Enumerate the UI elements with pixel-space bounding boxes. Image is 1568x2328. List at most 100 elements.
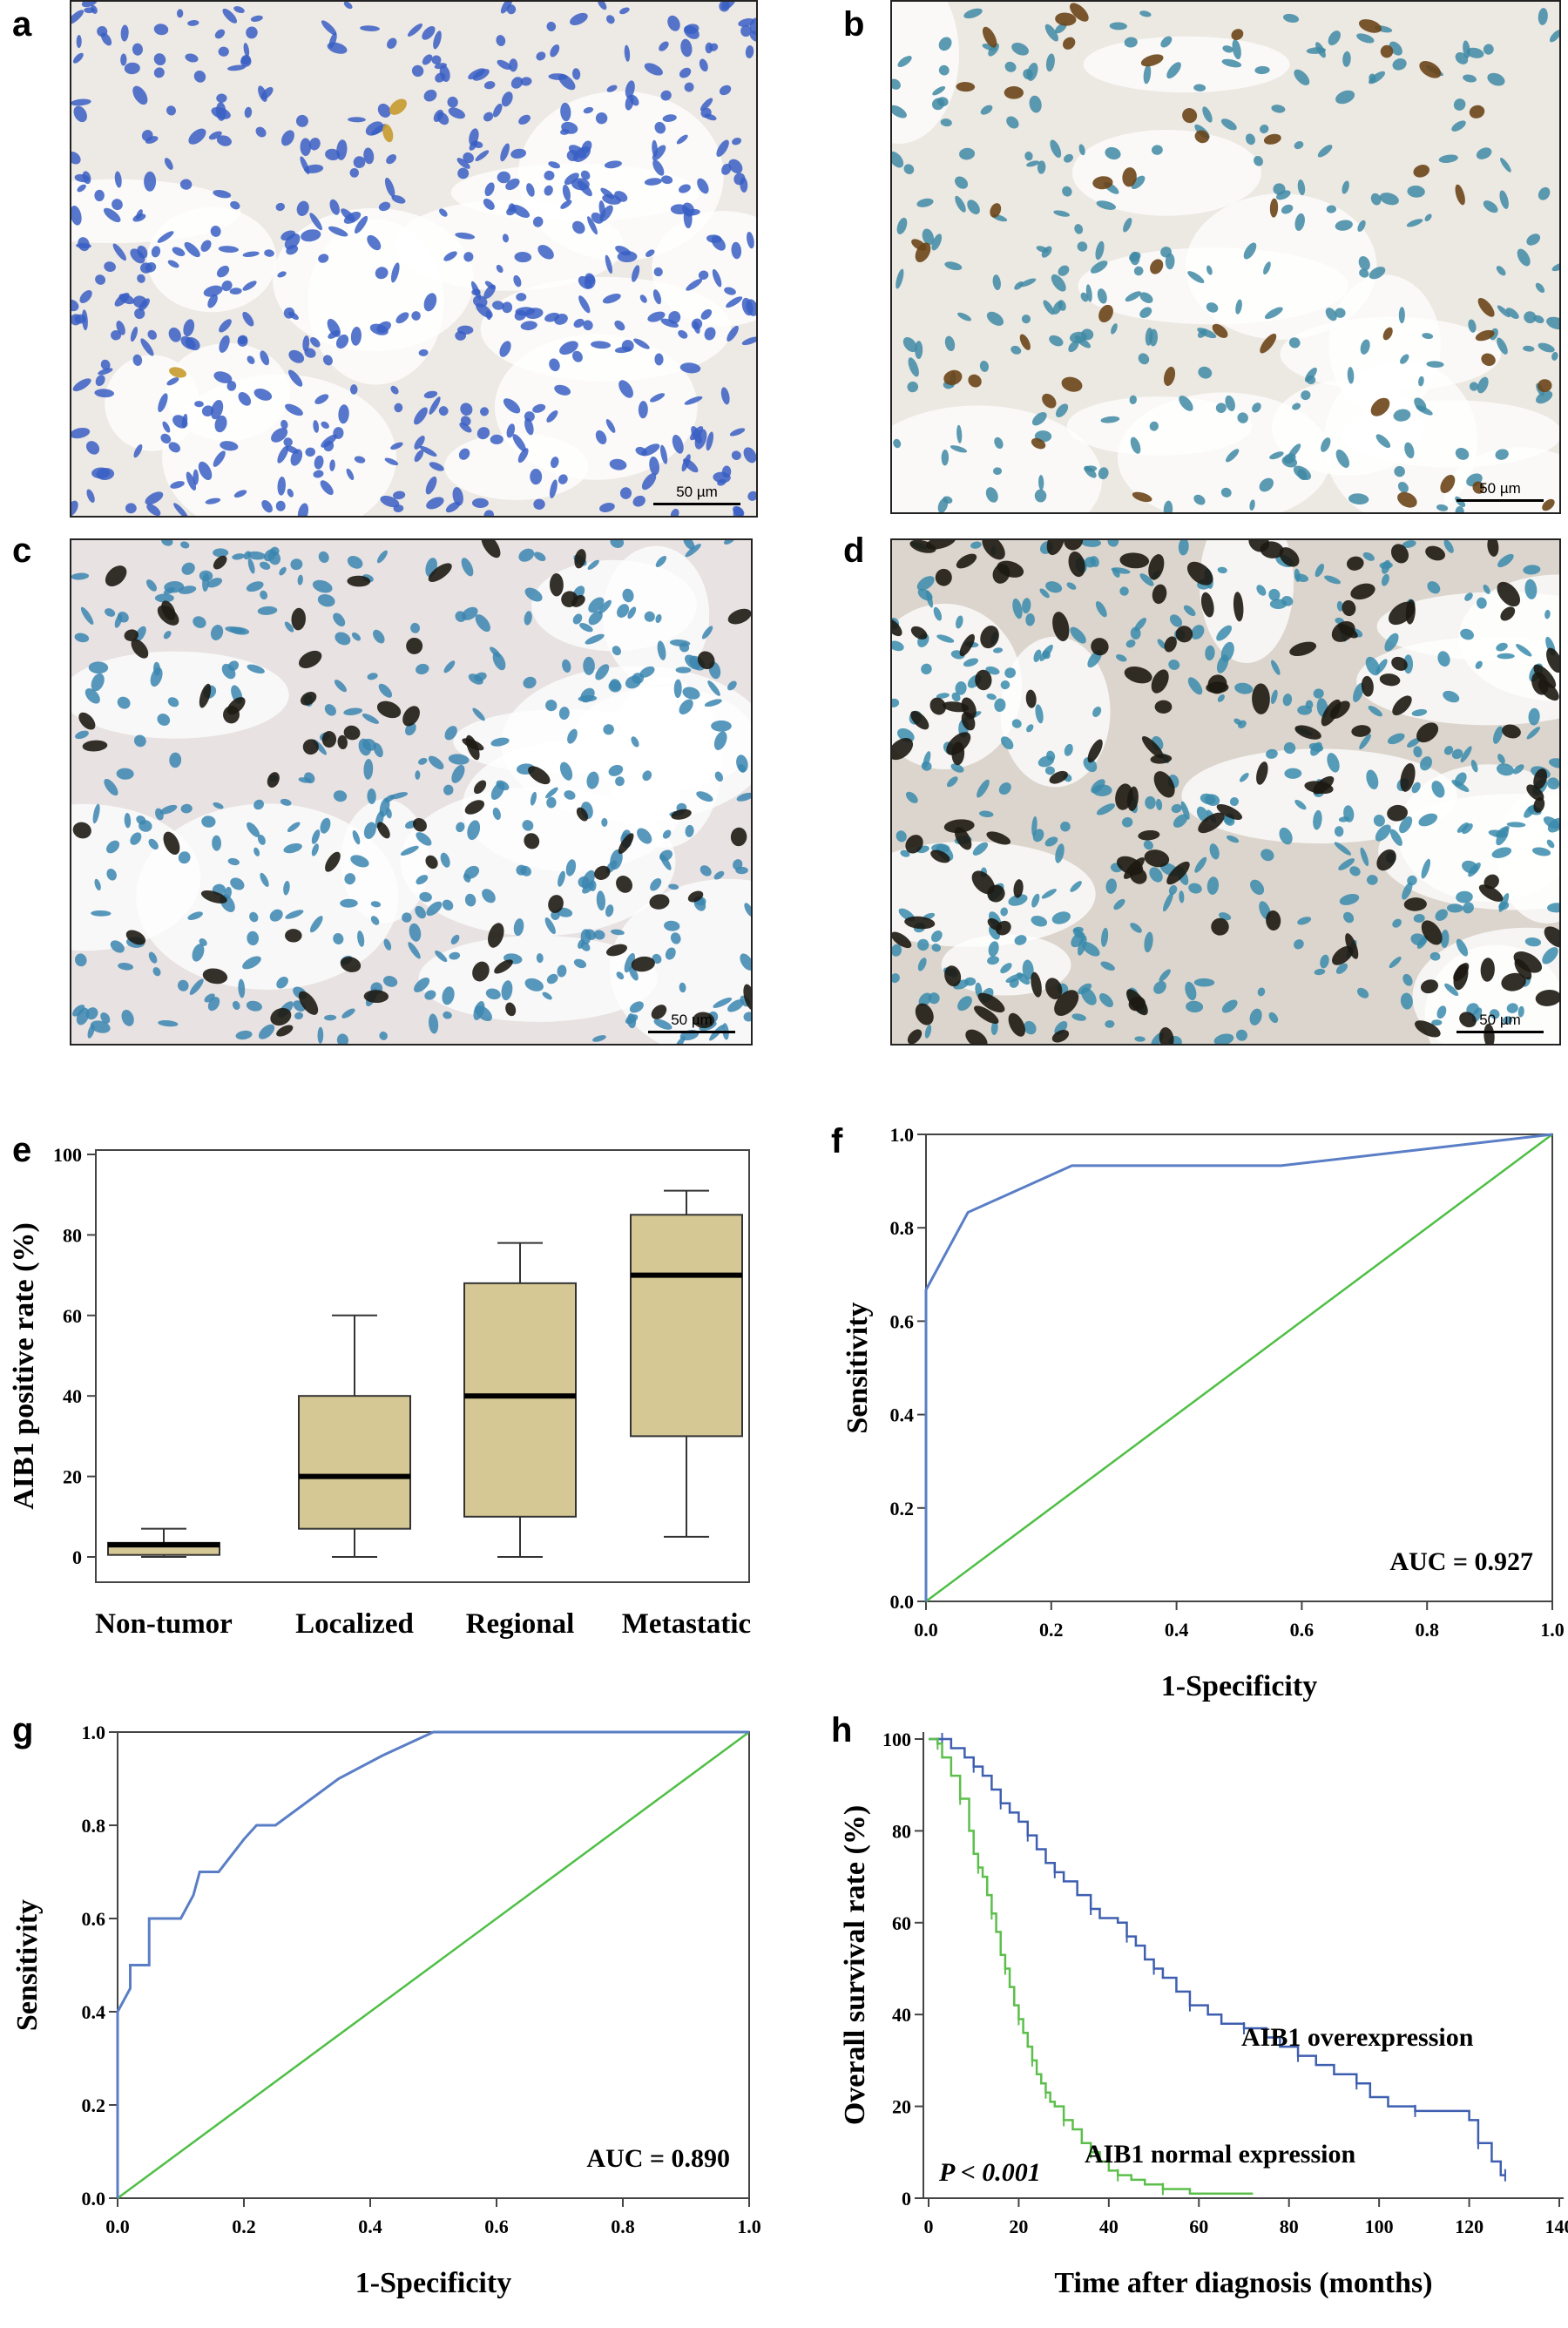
cell-nucleus	[112, 199, 123, 211]
x-tick-label: 0.0	[914, 1619, 938, 1641]
cell-nucleus	[213, 548, 229, 558]
lumen-space	[1078, 247, 1348, 325]
cell-nucleus	[1335, 449, 1350, 468]
stained-nucleus	[1266, 910, 1281, 931]
cell-nucleus	[1431, 781, 1445, 798]
cell-nucleus	[510, 77, 524, 89]
cell-nucleus	[220, 441, 239, 451]
cell-nucleus	[80, 606, 94, 625]
cell-nucleus	[338, 404, 349, 424]
cell-nucleus	[192, 944, 205, 962]
scale-bar-c: 50 µm	[648, 1012, 735, 1033]
panel-label-h: h	[831, 1711, 853, 1749]
cell-nucleus	[280, 798, 292, 806]
stained-nucleus	[1122, 167, 1137, 187]
cell-nucleus	[1368, 706, 1382, 717]
cell-nucleus	[376, 550, 388, 564]
stained-nucleus	[1455, 184, 1465, 206]
cell-nucleus	[98, 368, 113, 376]
stained-nucleus	[1098, 304, 1113, 323]
cell-nucleus	[1134, 1036, 1146, 1042]
cell-nucleus	[903, 164, 915, 174]
cell-nucleus	[1493, 726, 1504, 744]
stained-nucleus	[1392, 695, 1412, 716]
cell-nucleus	[724, 287, 736, 295]
cell-nucleus	[896, 268, 904, 289]
cell-nucleus	[305, 447, 315, 457]
cell-nucleus	[480, 407, 490, 416]
micrograph-panel-d: 50 µm	[890, 538, 1561, 1046]
cell-nucleus	[180, 541, 190, 549]
cell-nucleus	[183, 319, 195, 337]
cell-nucleus	[1288, 443, 1301, 459]
cell-nucleus	[1144, 931, 1153, 953]
cell-nucleus	[136, 815, 146, 825]
cell-nucleus	[1004, 667, 1017, 679]
stained-nucleus	[996, 920, 1011, 936]
cell-nucleus	[1100, 961, 1115, 971]
cell-nucleus	[670, 508, 679, 516]
stained-nucleus	[929, 697, 947, 715]
cell-nucleus	[199, 938, 207, 946]
cell-nucleus	[729, 428, 746, 436]
stained-nucleus	[974, 1005, 999, 1025]
cell-nucleus	[747, 231, 754, 249]
cell-nucleus	[654, 353, 664, 366]
y-axis-title: Sensitivity	[841, 1302, 874, 1433]
cell-nucleus	[1060, 821, 1071, 832]
stained-nucleus	[473, 780, 487, 795]
cell-nucleus	[1496, 642, 1508, 652]
cell-nucleus	[144, 171, 157, 192]
cell-nucleus	[474, 1005, 492, 1022]
cell-nucleus	[1179, 396, 1193, 411]
cell-nucleus	[232, 553, 245, 560]
cell-nucleus	[1483, 200, 1498, 213]
cell-nucleus	[619, 7, 630, 15]
cell-nucleus	[615, 776, 625, 787]
cell-nucleus	[1008, 894, 1028, 906]
cell-nucleus	[520, 321, 537, 331]
cell-nucleus	[133, 734, 146, 748]
cell-nucleus	[524, 611, 532, 626]
cell-nucleus	[335, 334, 349, 349]
cell-nucleus	[1130, 436, 1141, 454]
cell-nucleus	[92, 803, 100, 824]
cell-nucleus	[1339, 893, 1360, 905]
stained-nucleus	[968, 374, 982, 388]
cell-nucleus	[1477, 597, 1487, 609]
cell-nucleus	[423, 390, 438, 399]
cell-nucleus	[1041, 246, 1052, 258]
cell-nucleus	[84, 7, 96, 14]
stained-nucleus	[1051, 1030, 1070, 1043]
stained-nucleus	[1526, 784, 1544, 802]
y-tick-label: 20	[892, 2096, 911, 2118]
cell-nucleus	[551, 457, 559, 469]
cell-nucleus	[566, 150, 579, 162]
cell-nucleus	[1357, 220, 1366, 232]
cell-nucleus	[560, 200, 572, 209]
cell-nucleus	[1092, 707, 1102, 717]
cell-nucleus	[638, 401, 648, 419]
cell-nucleus	[1455, 506, 1464, 512]
stained-nucleus	[1514, 958, 1532, 980]
cell-nucleus	[347, 556, 363, 569]
cell-nucleus	[161, 540, 173, 546]
cell-nucleus	[226, 64, 247, 71]
cell-nucleus	[309, 336, 321, 348]
cell-nucleus	[309, 213, 322, 231]
cell-nucleus	[243, 43, 250, 58]
cell-nucleus	[1365, 656, 1381, 676]
cell-nucleus	[1549, 30, 1559, 43]
stained-nucleus	[935, 568, 952, 586]
cell-nucleus	[578, 295, 591, 314]
cell-nucleus	[957, 312, 972, 321]
cell-nucleus	[548, 161, 561, 169]
cell-nucleus	[1476, 147, 1492, 159]
cell-nucleus	[460, 403, 473, 416]
cell-nucleus	[296, 200, 309, 216]
cell-nucleus	[700, 107, 712, 118]
cell-nucleus	[1166, 62, 1181, 79]
cell-nucleus	[1342, 180, 1349, 194]
cell-nucleus	[444, 726, 457, 741]
cell-nucleus	[233, 490, 247, 498]
